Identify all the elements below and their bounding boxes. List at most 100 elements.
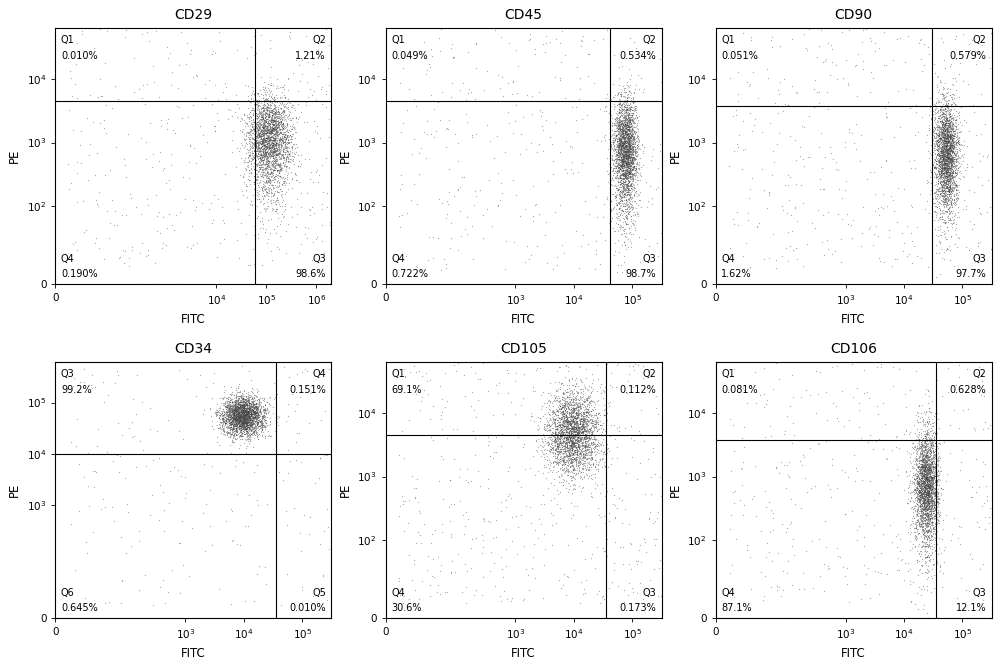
Point [917,462,933,473]
Point [266,115,282,126]
Point [227,413,243,424]
Point [231,412,247,423]
Point [240,402,256,413]
Point [231,418,247,428]
Point [231,397,247,407]
Point [574,423,590,434]
Point [928,130,944,141]
Point [250,141,266,152]
Point [568,393,584,404]
Point [926,139,942,150]
Point [614,154,630,165]
Point [590,394,606,405]
Point [607,135,623,146]
Point [921,476,937,486]
Point [933,146,949,157]
Point [919,539,935,550]
Point [240,403,256,413]
Point [929,129,945,140]
Point [574,459,590,470]
Point [236,400,252,411]
Point [111,279,127,290]
Point [561,407,577,418]
Point [921,463,937,474]
Point [269,145,285,156]
Point [247,420,263,431]
Point [490,201,506,212]
Point [769,584,785,595]
Point [611,128,627,139]
Point [565,424,581,435]
Point [932,183,948,194]
Point [260,407,276,418]
Point [256,181,272,192]
Point [247,125,263,136]
Point [257,150,273,160]
Point [536,498,552,509]
Point [267,102,283,113]
Point [221,404,237,415]
Point [924,459,940,470]
Point [268,140,284,151]
Point [553,446,569,456]
Point [918,461,934,472]
Point [940,150,956,160]
Point [929,475,945,486]
Point [915,442,931,452]
Point [245,405,261,415]
Point [618,150,634,160]
Point [930,95,946,106]
Point [269,181,285,192]
Point [617,171,633,182]
Point [499,364,515,375]
Point [559,426,575,437]
Point [572,401,588,412]
Point [580,436,596,446]
Point [564,488,580,499]
Point [235,415,251,426]
Point [781,472,797,482]
Point [268,104,284,115]
Point [269,166,285,176]
Point [944,142,960,152]
Point [262,128,278,138]
Point [69,244,85,255]
Point [563,448,579,458]
Point [578,413,594,424]
Point [615,139,631,150]
Point [935,168,951,178]
Point [582,454,598,465]
Point [504,88,520,99]
Point [614,61,630,71]
Point [919,511,935,522]
Point [940,204,956,214]
Point [935,176,951,186]
Point [930,150,946,160]
Point [266,156,282,166]
Point [268,143,284,154]
Point [619,186,635,197]
Point [582,442,598,452]
Point [627,165,643,176]
Point [932,104,948,114]
Point [155,165,171,176]
Point [916,492,932,503]
Point [617,126,633,137]
Point [234,401,250,411]
Point [927,488,943,498]
Point [616,250,632,261]
Point [493,178,509,188]
Point [620,110,636,121]
Point [935,159,951,170]
Point [250,419,266,430]
Point [941,126,957,136]
Point [577,401,593,412]
Point [441,164,457,174]
Point [595,418,611,429]
Point [275,119,291,130]
Point [941,120,957,130]
Point [915,470,931,481]
Point [232,409,248,420]
Point [554,442,570,453]
Point [248,120,264,131]
